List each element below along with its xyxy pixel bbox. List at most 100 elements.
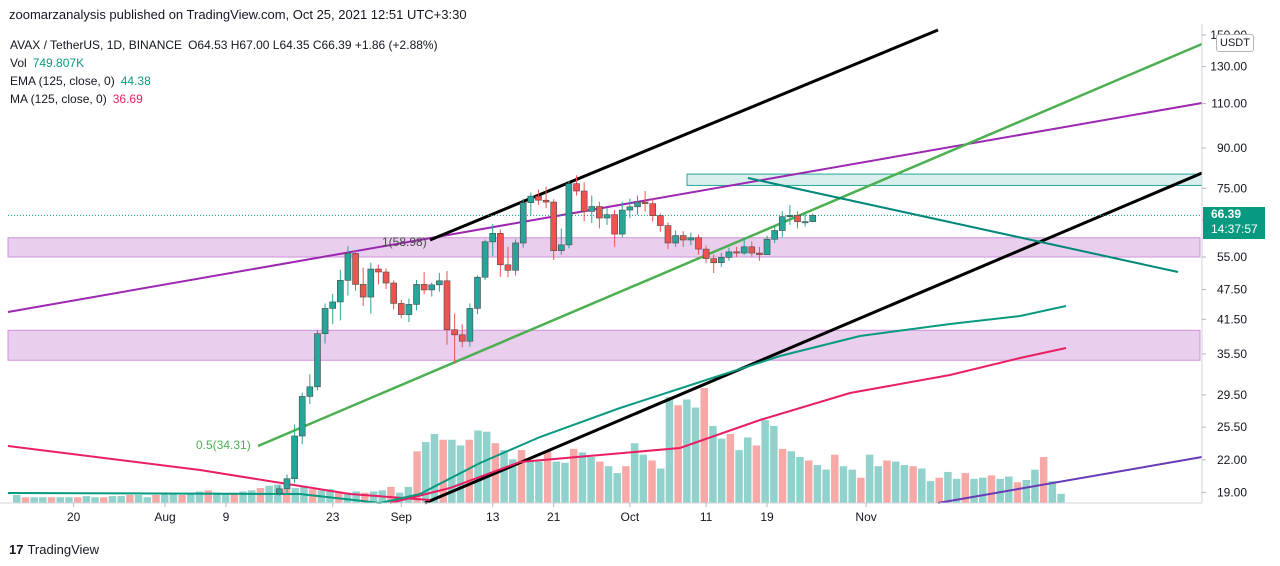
price-tick-label: 90.00 — [1217, 141, 1247, 155]
ema-value: 44.38 — [120, 74, 151, 88]
candle-body — [314, 333, 321, 388]
volume-bar — [282, 489, 291, 503]
volume-bar — [978, 477, 987, 503]
time-tick-label: 19 — [760, 510, 774, 524]
candle-body — [695, 237, 702, 250]
volume-bar — [39, 497, 47, 503]
volume-bar — [674, 405, 682, 503]
candle — [618, 201, 626, 238]
candle — [466, 303, 474, 347]
time-tick-label: Nov — [855, 510, 876, 524]
candle-body — [352, 253, 359, 285]
candle — [397, 299, 405, 319]
current-price-tag: 66.39 14:37:57 — [1203, 207, 1265, 239]
volume-bar — [822, 469, 830, 503]
footer[interactable]: 17 TradingView — [9, 540, 99, 558]
candle — [512, 239, 519, 276]
volume-bar — [691, 407, 700, 503]
volume-bar — [761, 420, 769, 503]
candle-body — [809, 215, 817, 222]
candle — [337, 269, 344, 321]
axes: 150.00130.00110.0090.0075.0065.0055.0047… — [0, 24, 1247, 524]
volume-bar — [91, 497, 99, 503]
legend-ema-row[interactable]: EMA (125, close, 0) 44.38 — [10, 72, 438, 90]
volume-bar — [369, 491, 378, 503]
volume-bar — [1022, 480, 1030, 503]
volume-bar — [926, 481, 935, 503]
volume-bar — [865, 454, 874, 503]
candle — [664, 222, 672, 250]
candle — [306, 374, 314, 405]
volume-bar — [65, 497, 73, 503]
volume-bar — [813, 465, 822, 503]
legend-symbol-row[interactable]: AVAX / TetherUS, 1D, BINANCE O64.53 H67.… — [10, 36, 438, 54]
legend-ma-row[interactable]: MA (125, close, 0) 36.69 — [10, 90, 438, 108]
legend-volume-row[interactable]: Vol 749.807K — [10, 54, 438, 72]
candle-body — [512, 242, 519, 271]
candle — [756, 246, 763, 261]
price-tick-label: 41.50 — [1217, 312, 1247, 326]
candle — [420, 272, 428, 295]
support-resistance-zones — [7, 173, 1203, 361]
candle-body — [679, 235, 687, 241]
candle — [542, 186, 550, 209]
candle-body — [657, 215, 664, 226]
volume-bar — [456, 445, 465, 503]
candle — [657, 213, 664, 232]
candle — [603, 208, 611, 225]
candle-body — [375, 268, 382, 273]
candle-body — [337, 280, 344, 303]
candle-body — [664, 225, 672, 244]
time-tick-label: 20 — [67, 510, 81, 524]
volume-bar — [108, 496, 117, 503]
time-tick-label: 13 — [486, 510, 500, 524]
candle-body — [306, 386, 314, 397]
ma-125-line — [389, 347, 1067, 504]
tradingview-logo-icon: 17 — [9, 541, 24, 557]
candle — [718, 252, 725, 267]
ohlc-values: O64.53 H67.00 L64.35 C66.39 +1.86 (+2.88… — [188, 38, 438, 52]
volume-bar — [230, 492, 239, 503]
volume-bar — [613, 473, 621, 503]
fib-label-top: 1(58.98) — [382, 235, 427, 249]
volume-bar — [656, 468, 665, 503]
volume-bar — [883, 460, 891, 503]
candle-body — [611, 214, 618, 235]
time-tick-label: Sep — [391, 510, 413, 524]
candle-body — [527, 195, 535, 203]
candle-body — [519, 202, 527, 244]
volume-bar — [204, 490, 212, 503]
support-zone-1 — [7, 329, 1201, 361]
candle — [771, 224, 778, 243]
candle — [367, 262, 375, 314]
candle — [519, 198, 527, 248]
candle — [565, 180, 573, 249]
volume-bar — [709, 425, 717, 503]
candle — [725, 247, 733, 261]
descending-trendline — [747, 177, 1179, 273]
currency-button[interactable]: USDT — [1216, 34, 1254, 52]
candle-body — [466, 308, 474, 342]
volume-bar — [361, 492, 369, 503]
time-tick-label: Oct — [621, 510, 640, 524]
volume-bar — [778, 448, 787, 503]
candle-body — [283, 478, 291, 490]
candle — [451, 313, 458, 363]
volume-bar — [578, 452, 587, 503]
vol-label: Vol — [10, 56, 27, 70]
candle-body — [367, 268, 375, 298]
volume-bar — [221, 493, 230, 503]
volume-bar — [970, 478, 978, 503]
candle — [458, 324, 466, 348]
volume-bar — [726, 434, 735, 503]
annotations: 1(58.98) 0.5(34.31) — [196, 235, 427, 452]
candle-body — [763, 238, 771, 255]
candle-body — [641, 201, 649, 204]
candle-body — [344, 253, 352, 281]
volume-bar — [717, 438, 726, 503]
candle-body — [626, 206, 634, 211]
candle-body — [481, 241, 489, 278]
candle-body — [603, 214, 611, 219]
time-tick-label: 11 — [700, 510, 713, 524]
